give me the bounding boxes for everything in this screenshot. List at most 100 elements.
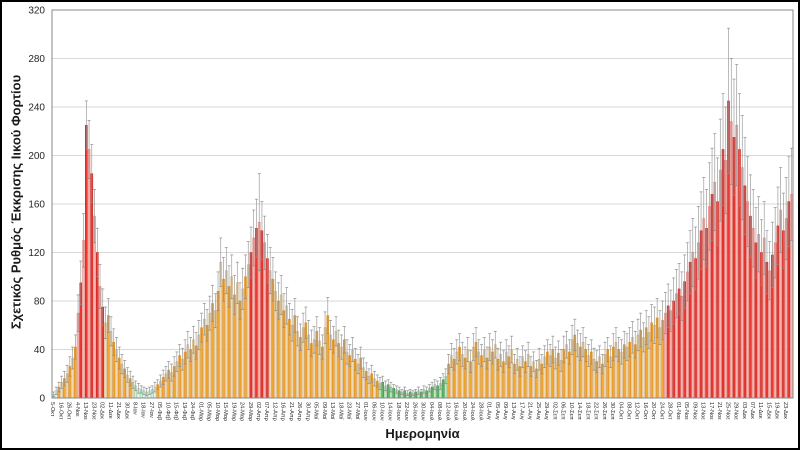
- x-tick-label: 30-Σεπ: [609, 402, 615, 420]
- x-tick-label: 09-Μαϊ: [321, 402, 327, 420]
- x-tick-label: 14-Ιουν: [387, 402, 393, 421]
- x-tick-label: 5-Οκτ: [49, 402, 55, 417]
- x-tick-label: 30-Απρ: [304, 402, 310, 421]
- y-tick-label: 160: [28, 200, 45, 211]
- y-tick-label: 240: [28, 103, 45, 114]
- x-tick-label: 11-Δεκ: [107, 402, 113, 419]
- x-tick-label: 24-Οκτ: [658, 402, 664, 420]
- x-tick-label: 10-Σεπ: [568, 402, 574, 420]
- x-tick-label: 01-Νοε: [675, 402, 681, 420]
- x-tick-label: 05-Μαϊ: [313, 402, 319, 420]
- x-tick-label: 20-Ιουλ: [461, 402, 467, 421]
- x-tick-label: 19-Φεβ: [181, 402, 187, 420]
- x-tick-label: 30-Δεκ: [123, 402, 129, 419]
- y-tick-label: 120: [28, 248, 45, 259]
- x-tick-label: 17-Αυγ: [518, 402, 524, 420]
- x-tick-label: 15-Μαρ: [222, 402, 228, 421]
- x-tick-label: 13-Αυγ: [510, 402, 516, 420]
- x-tick-label: 18-Ιαν: [140, 402, 146, 418]
- y-tick-label: 280: [28, 54, 45, 65]
- x-tick-label: 13-Νοε: [700, 402, 706, 420]
- x-tick-label: 02-Απρ: [255, 402, 261, 421]
- x-tick-label: 02-Σεπ: [551, 402, 557, 420]
- x-tick-label: 28-Οκτ: [667, 402, 673, 420]
- y-tick-label: 40: [34, 345, 46, 356]
- x-tick-label: 16-Απρ: [280, 402, 286, 421]
- x-tick-label: 01-Μαρ: [197, 402, 203, 421]
- x-tick-label: 09-Νοε: [691, 402, 697, 420]
- x-tick-label: 22-Σεπ: [593, 402, 599, 420]
- x-tick-label: 19-Μαρ: [230, 402, 236, 421]
- x-tick-label: 01-Αυγ: [486, 402, 492, 420]
- bar: [93, 215, 96, 399]
- x-tick-label: 26-Σεπ: [601, 402, 607, 420]
- x-tick-label: 4-Νοε: [74, 402, 80, 417]
- bar: [90, 173, 94, 399]
- x-tick-label: 16-Οκτ: [642, 402, 648, 420]
- x-tick-label: 13-Νοε: [82, 402, 88, 420]
- x-tick-label: 16-Ιουλ: [453, 402, 459, 421]
- x-tick-label: 21-Δεκ: [115, 402, 121, 419]
- x-tick-label: 05-Νοε: [683, 402, 689, 420]
- x-tick-label: 12-Ιουλ: [444, 402, 450, 421]
- x-tick-label: 18-Σεπ: [584, 402, 590, 420]
- x-tick-label: 8-Ιαν: [132, 402, 138, 415]
- x-tick-label: 08-Οκτ: [626, 402, 632, 420]
- x-tick-label: 23-Μαϊ: [346, 402, 352, 420]
- x-tick-label: 14-Σεπ: [576, 402, 582, 420]
- x-tick-label: 08-Ιουλ: [436, 402, 442, 421]
- x-tick-label: 20-Οκτ: [650, 402, 656, 420]
- plot-border: [51, 9, 794, 399]
- x-tick-label: 28-Ιουλ: [477, 402, 483, 421]
- x-tick-label: 30-Ιουν: [420, 402, 426, 421]
- x-tick-label: 21-Νοε: [716, 402, 722, 420]
- x-axis-title: Ημερομηνία: [385, 426, 460, 441]
- x-tick-label: 16-Οκτ: [57, 402, 63, 420]
- x-tick-label: 10-Μαρ: [214, 402, 220, 421]
- x-tick-label: 23-Δεκ: [782, 402, 788, 419]
- bar: [85, 124, 88, 399]
- x-tick-label: 25-Νοε: [724, 402, 730, 420]
- x-tick-label: 06-Ιουν: [370, 402, 376, 421]
- x-tick-label: 11-Δεκ: [757, 402, 763, 419]
- x-tick-label: 24-Φεβ: [189, 402, 195, 420]
- x-tick-label: 15-Δεκ: [765, 402, 771, 419]
- x-tick-label: 10-Φεβ: [164, 402, 170, 420]
- x-tick-label: 29-Μαρ: [247, 402, 253, 421]
- x-tick-label: 24-Ιουλ: [469, 402, 475, 421]
- x-tick-label: 29-Νοε: [733, 402, 739, 420]
- y-axis-title: Σχετικός Ρυθμός Έκκρισης Ιικού Φορτίου: [8, 74, 24, 330]
- x-tick-label: 27-Μαϊ: [354, 402, 360, 420]
- x-tick-label: 25-Αυγ: [535, 402, 541, 420]
- x-tick-label: 19-Δεκ: [774, 402, 780, 419]
- x-tick-label: 13-Μαϊ: [329, 402, 335, 420]
- y-tick-label: 0: [39, 394, 45, 405]
- x-tick-label: 02-Δεκ: [99, 402, 105, 419]
- x-tick-label: 05-Φεβ: [156, 402, 162, 420]
- x-tick-label: 05-Αυγ: [494, 402, 500, 420]
- y-tick-label: 80: [34, 297, 46, 308]
- x-tick-label: 26-Οκτ: [66, 402, 72, 420]
- x-tick-label: 24-Μαρ: [239, 402, 245, 421]
- x-tick-label: 10-Ιουν: [379, 402, 385, 421]
- x-tick-label: 29-Αυγ: [543, 402, 549, 420]
- x-tick-label: 09-Αυγ: [502, 402, 508, 420]
- x-tick-label: 05-Μαρ: [206, 402, 212, 421]
- x-tick-label: 26-Απρ: [296, 402, 302, 421]
- x-tick-label: 01-Ιουν: [362, 402, 368, 421]
- x-tick-label: 22-Ιουν: [403, 402, 409, 421]
- x-tick-label: 21-Αυγ: [527, 402, 533, 420]
- x-tick-label: 27-Ιαν: [148, 402, 154, 418]
- x-tick-label: 15-Φεβ: [173, 402, 179, 420]
- x-tick-label: 26-Ιουν: [411, 402, 417, 421]
- x-tick-label: 18-Ιουν: [395, 402, 401, 421]
- x-tick-label: 07-Δεκ: [749, 402, 755, 419]
- bar: [87, 149, 91, 399]
- x-tick-label: 23-Νοε: [90, 402, 96, 420]
- x-tick-label: 12-Απρ: [271, 402, 277, 421]
- y-tick-label: 200: [28, 151, 45, 162]
- x-tick-label: 07-Απρ: [263, 402, 269, 421]
- y-tick-label: 320: [28, 6, 45, 17]
